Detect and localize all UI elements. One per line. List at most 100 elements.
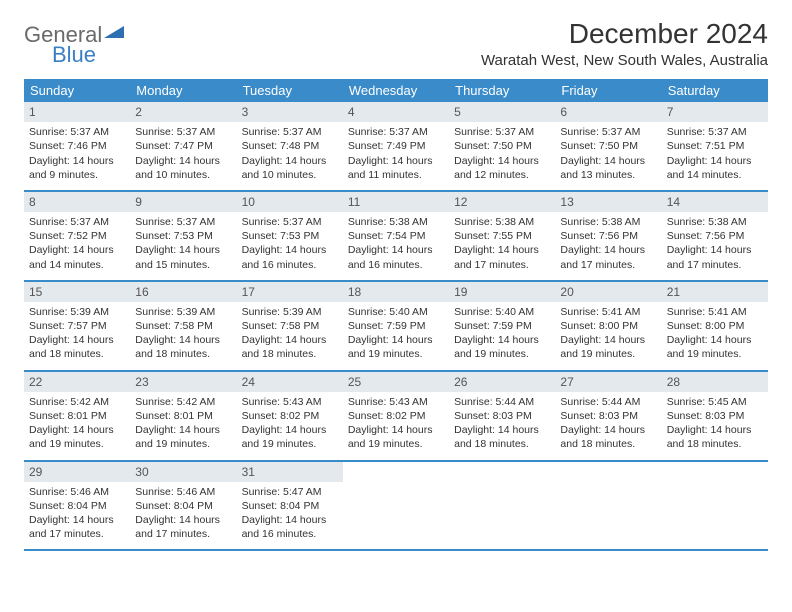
day-cell: 22Sunrise: 5:42 AMSunset: 8:01 PMDayligh… <box>24 372 130 460</box>
day-cell: 21Sunrise: 5:41 AMSunset: 8:00 PMDayligh… <box>662 282 768 370</box>
logo-text-blue: Blue <box>52 42 96 67</box>
day-cell: 19Sunrise: 5:40 AMSunset: 7:59 PMDayligh… <box>449 282 555 370</box>
daylight-line: Daylight: 14 hours and 19 minutes. <box>242 423 338 451</box>
day-cell: 23 Sunrise: 5:42 AMSunset: 8:01 PMDayligh… <box>130 372 236 460</box>
sunset-line: Sunset: 7:58 PM <box>135 319 231 333</box>
sunrise-line: Sunrise: 5:40 AM <box>454 305 550 319</box>
daylight-line: Daylight: 14 hours and 18 minutes. <box>242 333 338 361</box>
sunset-line: Sunset: 7:47 PM <box>135 139 231 153</box>
daylight-line: Daylight: 14 hours and 10 minutes. <box>135 154 231 182</box>
logo-wordmark: General Blue <box>24 22 124 68</box>
day-cell-empty <box>449 462 555 550</box>
day-cell: 18Sunrise: 5:40 AMSunset: 7:59 PMDayligh… <box>343 282 449 370</box>
sunset-line: Sunset: 8:02 PM <box>348 409 444 423</box>
weekday-header: Tuesday <box>237 79 343 102</box>
daylight-line: Daylight: 14 hours and 11 minutes. <box>348 154 444 182</box>
sunset-line: Sunset: 8:04 PM <box>29 499 125 513</box>
day-cell: 2Sunrise: 5:37 AMSunset: 7:47 PMDaylight… <box>130 102 236 190</box>
sunset-line: Sunset: 8:02 PM <box>242 409 338 423</box>
daylight-line: Daylight: 14 hours and 17 minutes. <box>667 243 763 271</box>
day-number: 21 <box>662 282 768 302</box>
sunrise-line: Sunrise: 5:42 AM <box>135 395 231 409</box>
daylight-line: Daylight: 14 hours and 18 minutes. <box>560 423 656 451</box>
calendar: SundayMondayTuesdayWednesdayThursdayFrid… <box>24 79 768 551</box>
sunrise-line: Sunrise: 5:39 AM <box>29 305 125 319</box>
sunset-line: Sunset: 8:04 PM <box>135 499 231 513</box>
weekday-header: Friday <box>555 79 661 102</box>
day-cell: 4 Sunrise: 5:37 AMSunset: 7:49 PMDaylight… <box>343 102 449 190</box>
day-number: 18 <box>343 282 449 302</box>
day-cell: 3Sunrise: 5:37 AMSunset: 7:48 PMDaylight… <box>237 102 343 190</box>
day-cell: 26Sunrise: 5:44 AMSunset: 8:03 PMDayligh… <box>449 372 555 460</box>
calendar-body: 1Sunrise: 5:37 AMSunset: 7:46 PMDaylight… <box>24 102 768 551</box>
day-cell: 6Sunrise: 5:37 AMSunset: 7:50 PMDaylight… <box>555 102 661 190</box>
sunset-line: Sunset: 8:03 PM <box>454 409 550 423</box>
daylight-line: Daylight: 14 hours and 10 minutes. <box>242 154 338 182</box>
day-number: 22 <box>24 372 130 392</box>
day-number: 24 <box>237 372 343 392</box>
day-cell: 29Sunrise: 5:46 AMSunset: 8:04 PMDayligh… <box>24 462 130 550</box>
daylight-line: Daylight: 14 hours and 18 minutes. <box>135 333 231 361</box>
sunset-line: Sunset: 7:49 PM <box>348 139 444 153</box>
day-cell: 7Sunrise: 5:37 AMSunset: 7:51 PMDaylight… <box>662 102 768 190</box>
sunrise-line: Sunrise: 5:37 AM <box>242 125 338 139</box>
sunrise-line: Sunrise: 5:37 AM <box>348 125 444 139</box>
day-number: 23 <box>130 372 236 392</box>
daylight-line: Daylight: 14 hours and 16 minutes. <box>242 243 338 271</box>
day-number: 6 <box>555 102 661 122</box>
sunrise-line: Sunrise: 5:44 AM <box>454 395 550 409</box>
week-row: 29Sunrise: 5:46 AMSunset: 8:04 PMDayligh… <box>24 462 768 552</box>
day-cell: 1Sunrise: 5:37 AMSunset: 7:46 PMDaylight… <box>24 102 130 190</box>
sunrise-line: Sunrise: 5:38 AM <box>667 215 763 229</box>
sunset-line: Sunset: 7:59 PM <box>348 319 444 333</box>
day-number: 9 <box>130 192 236 212</box>
sunrise-line: Sunrise: 5:38 AM <box>454 215 550 229</box>
daylight-line: Daylight: 14 hours and 16 minutes. <box>348 243 444 271</box>
sunset-line: Sunset: 8:01 PM <box>135 409 231 423</box>
daylight-line: Daylight: 14 hours and 12 minutes. <box>454 154 550 182</box>
weekday-header: Saturday <box>662 79 768 102</box>
sunrise-line: Sunrise: 5:37 AM <box>242 215 338 229</box>
weekday-header-row: SundayMondayTuesdayWednesdayThursdayFrid… <box>24 79 768 102</box>
sunset-line: Sunset: 8:03 PM <box>560 409 656 423</box>
week-row: 22Sunrise: 5:42 AMSunset: 8:01 PMDayligh… <box>24 372 768 462</box>
sunset-line: Sunset: 7:48 PM <box>242 139 338 153</box>
daylight-line: Daylight: 14 hours and 14 minutes. <box>29 243 125 271</box>
day-cell: 11Sunrise: 5:38 AMSunset: 7:54 PMDayligh… <box>343 192 449 280</box>
day-number: 1 <box>24 102 130 122</box>
day-cell-empty <box>555 462 661 550</box>
sunset-line: Sunset: 7:52 PM <box>29 229 125 243</box>
day-number: 4 <box>343 102 449 122</box>
daylight-line: Daylight: 14 hours and 17 minutes. <box>29 513 125 541</box>
daylight-line: Daylight: 14 hours and 19 minutes. <box>135 423 231 451</box>
day-number: 7 <box>662 102 768 122</box>
daylight-line: Daylight: 14 hours and 19 minutes. <box>29 423 125 451</box>
day-number: 13 <box>555 192 661 212</box>
sunrise-line: Sunrise: 5:47 AM <box>242 485 338 499</box>
day-cell: 5Sunrise: 5:37 AMSunset: 7:50 PMDaylight… <box>449 102 555 190</box>
daylight-line: Daylight: 14 hours and 18 minutes. <box>454 423 550 451</box>
day-cell: 13Sunrise: 5:38 AMSunset: 7:56 PMDayligh… <box>555 192 661 280</box>
weekday-header: Thursday <box>449 79 555 102</box>
page: General Blue December 2024 Waratah West,… <box>0 0 792 569</box>
sunset-line: Sunset: 7:51 PM <box>667 139 763 153</box>
sunrise-line: Sunrise: 5:40 AM <box>348 305 444 319</box>
day-number: 2 <box>130 102 236 122</box>
triangle-icon <box>104 24 124 45</box>
sunrise-line: Sunrise: 5:43 AM <box>348 395 444 409</box>
week-row: 1Sunrise: 5:37 AMSunset: 7:46 PMDaylight… <box>24 102 768 192</box>
sunset-line: Sunset: 8:01 PM <box>29 409 125 423</box>
day-number: 8 <box>24 192 130 212</box>
day-number: 17 <box>237 282 343 302</box>
sunset-line: Sunset: 7:59 PM <box>454 319 550 333</box>
sunrise-line: Sunrise: 5:37 AM <box>454 125 550 139</box>
day-number: 31 <box>237 462 343 482</box>
day-cell-empty <box>343 462 449 550</box>
sunset-line: Sunset: 8:00 PM <box>667 319 763 333</box>
sunrise-line: Sunrise: 5:39 AM <box>242 305 338 319</box>
sunrise-line: Sunrise: 5:44 AM <box>560 395 656 409</box>
sunset-line: Sunset: 8:04 PM <box>242 499 338 513</box>
daylight-line: Daylight: 14 hours and 17 minutes. <box>560 243 656 271</box>
weekday-header: Sunday <box>24 79 130 102</box>
day-cell: 28Sunrise: 5:45 AMSunset: 8:03 PMDayligh… <box>662 372 768 460</box>
